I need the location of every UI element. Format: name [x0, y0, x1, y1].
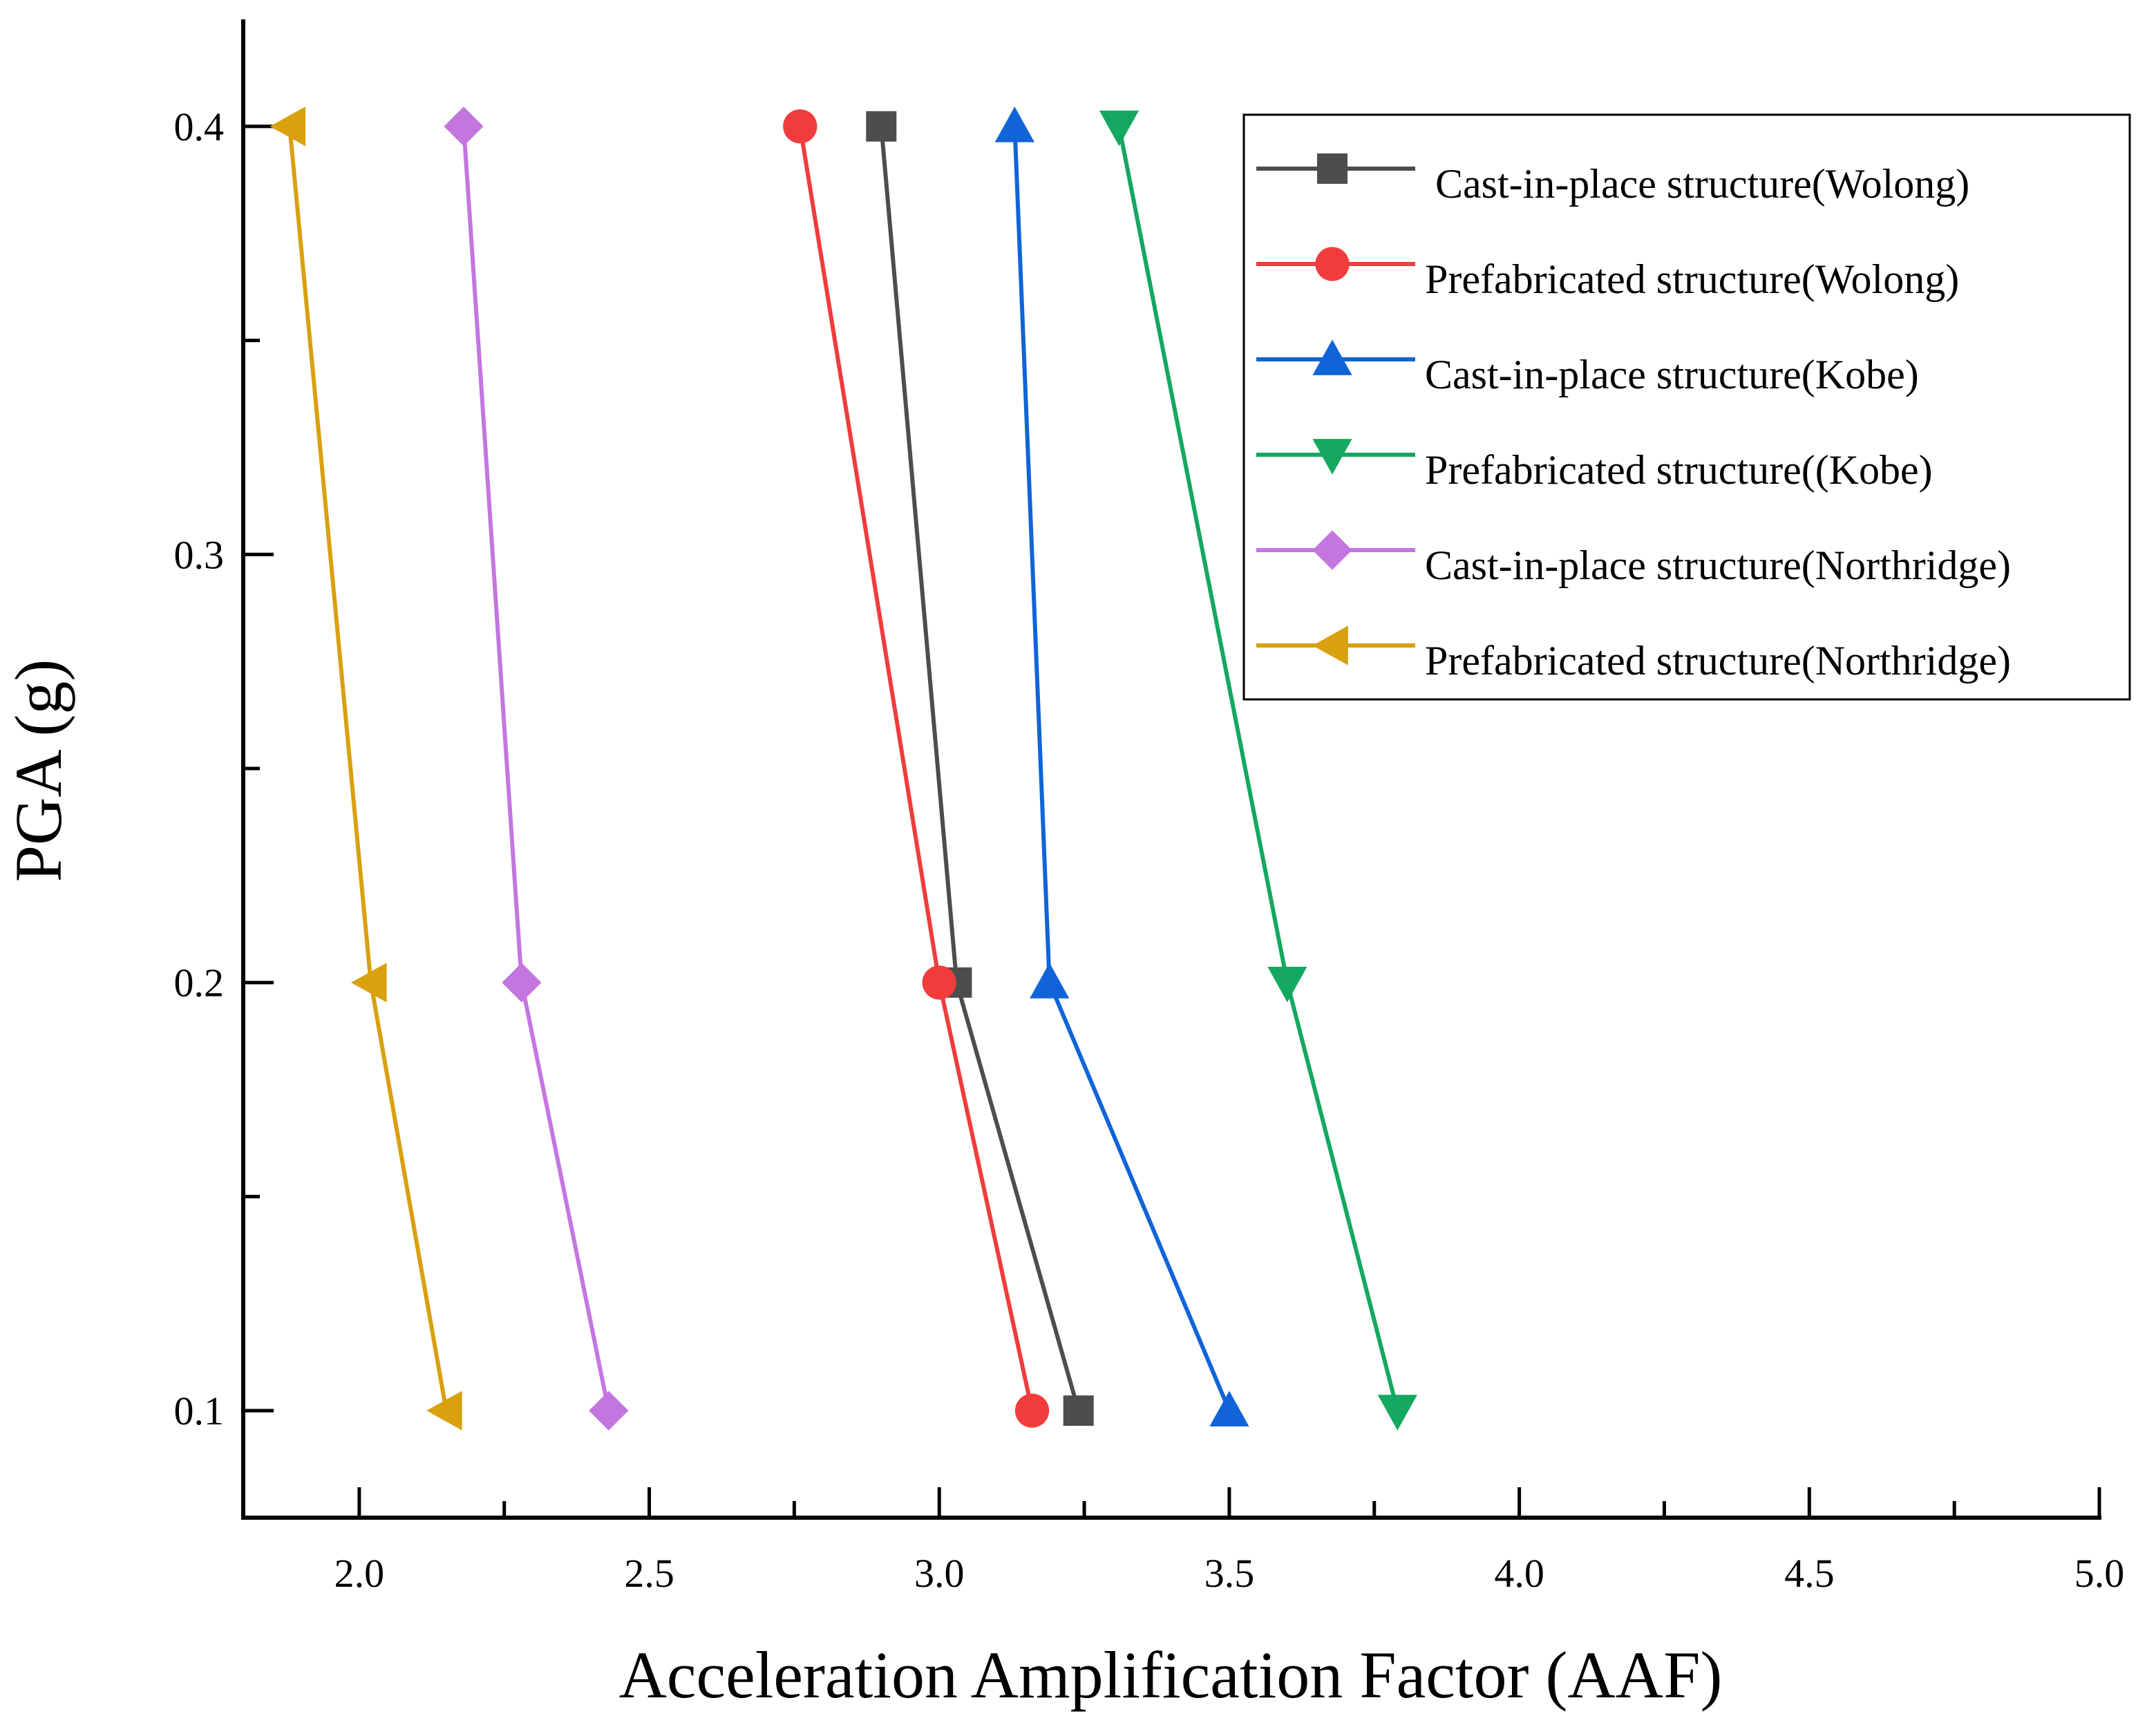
legend-swatch-marker: [1312, 530, 1352, 570]
series-3: [994, 106, 1249, 1427]
data-point: [1267, 966, 1307, 1003]
series-line: [287, 126, 448, 1411]
x-tick-label: 4.5: [1784, 1551, 1835, 1596]
y-tick-label: 0.2: [174, 961, 225, 1006]
legend-swatch-marker: [1312, 625, 1348, 666]
legend: Cast-in-place structure(Wolong) Prefabric…: [1242, 113, 2131, 701]
series-1: [866, 111, 1094, 1426]
legend-label: Prefabricated structure(Northridge): [1425, 638, 2011, 684]
legend-swatch-marker: [1317, 153, 1348, 184]
legend-swatch-marker: [1315, 247, 1350, 281]
data-point: [444, 106, 484, 147]
data-point: [783, 109, 817, 144]
data-point: [502, 963, 542, 1003]
series-4: [1099, 110, 1417, 1431]
series-2: [783, 109, 1050, 1428]
legend-item-5: Cast-in-place structure(Northridge): [1256, 530, 2011, 588]
legend-item-1: Cast-in-place structure(Wolong): [1256, 153, 1969, 207]
series-line: [1012, 126, 1231, 1412]
data-point: [1014, 1393, 1050, 1428]
y-tick-label: 0.1: [174, 1388, 225, 1433]
legend-label: Prefabricated structure((Kobe): [1425, 447, 1933, 493]
y-tick-label: 0.4: [174, 104, 225, 149]
y-axis-title: PGA (g): [1, 659, 75, 883]
series-layer: [270, 106, 1417, 1431]
x-tick-label: 3.5: [1204, 1551, 1255, 1596]
x-tick-label: 4.0: [1494, 1551, 1544, 1596]
data-point: [866, 111, 897, 142]
legend-item-6: Prefabricated structure(Northridge): [1256, 625, 2011, 684]
data-point: [426, 1391, 462, 1431]
series-5: [444, 106, 629, 1431]
legend-swatch-marker: [1312, 439, 1352, 475]
legend-swatch-marker: [1312, 339, 1352, 375]
axes: 2.0 2.5 3.0 3.5 4.0 4.5 5.0 0.1 0.2 0.3 0.4: [174, 19, 2125, 1596]
data-point: [351, 963, 387, 1003]
data-point: [589, 1391, 629, 1431]
series-6: [270, 106, 462, 1431]
x-tick-label: 5.0: [2074, 1551, 2125, 1596]
series-line: [797, 126, 1034, 1411]
data-point: [1030, 963, 1070, 999]
legend-label: Cast-in-place structure(Kobe): [1425, 352, 1919, 397]
x-axis-title: Acceleration Amplification Factor (AAF): [619, 1638, 1723, 1712]
data-point: [994, 106, 1034, 142]
legend-box: [1242, 113, 2131, 701]
x-tick-label: 3.0: [914, 1551, 965, 1596]
data-point: [922, 965, 956, 1000]
y-tick-label: 0.3: [174, 532, 225, 577]
data-point: [270, 106, 306, 147]
legend-item-4: Prefabricated structure((Kobe): [1256, 439, 1933, 493]
legend-item-3: Cast-in-place structure(Kobe): [1256, 339, 1919, 397]
legend-label: Cast-in-place structure(Northridge): [1425, 543, 2011, 588]
data-point: [1063, 1395, 1094, 1426]
data-point: [1209, 1391, 1249, 1427]
x-tick-label: 2.5: [624, 1551, 674, 1596]
data-point: [1377, 1395, 1417, 1431]
data-point: [1099, 110, 1140, 147]
series-line: [879, 126, 1081, 1411]
legend-label: Cast-in-place structure(Wolong): [1425, 161, 1969, 207]
series-line: [461, 126, 611, 1411]
x-tick-label: 2.0: [334, 1551, 385, 1596]
legend-label: Prefabricated structure(Wolong): [1425, 256, 1959, 302]
legend-item-2: Prefabricated structure(Wolong): [1256, 247, 1959, 302]
